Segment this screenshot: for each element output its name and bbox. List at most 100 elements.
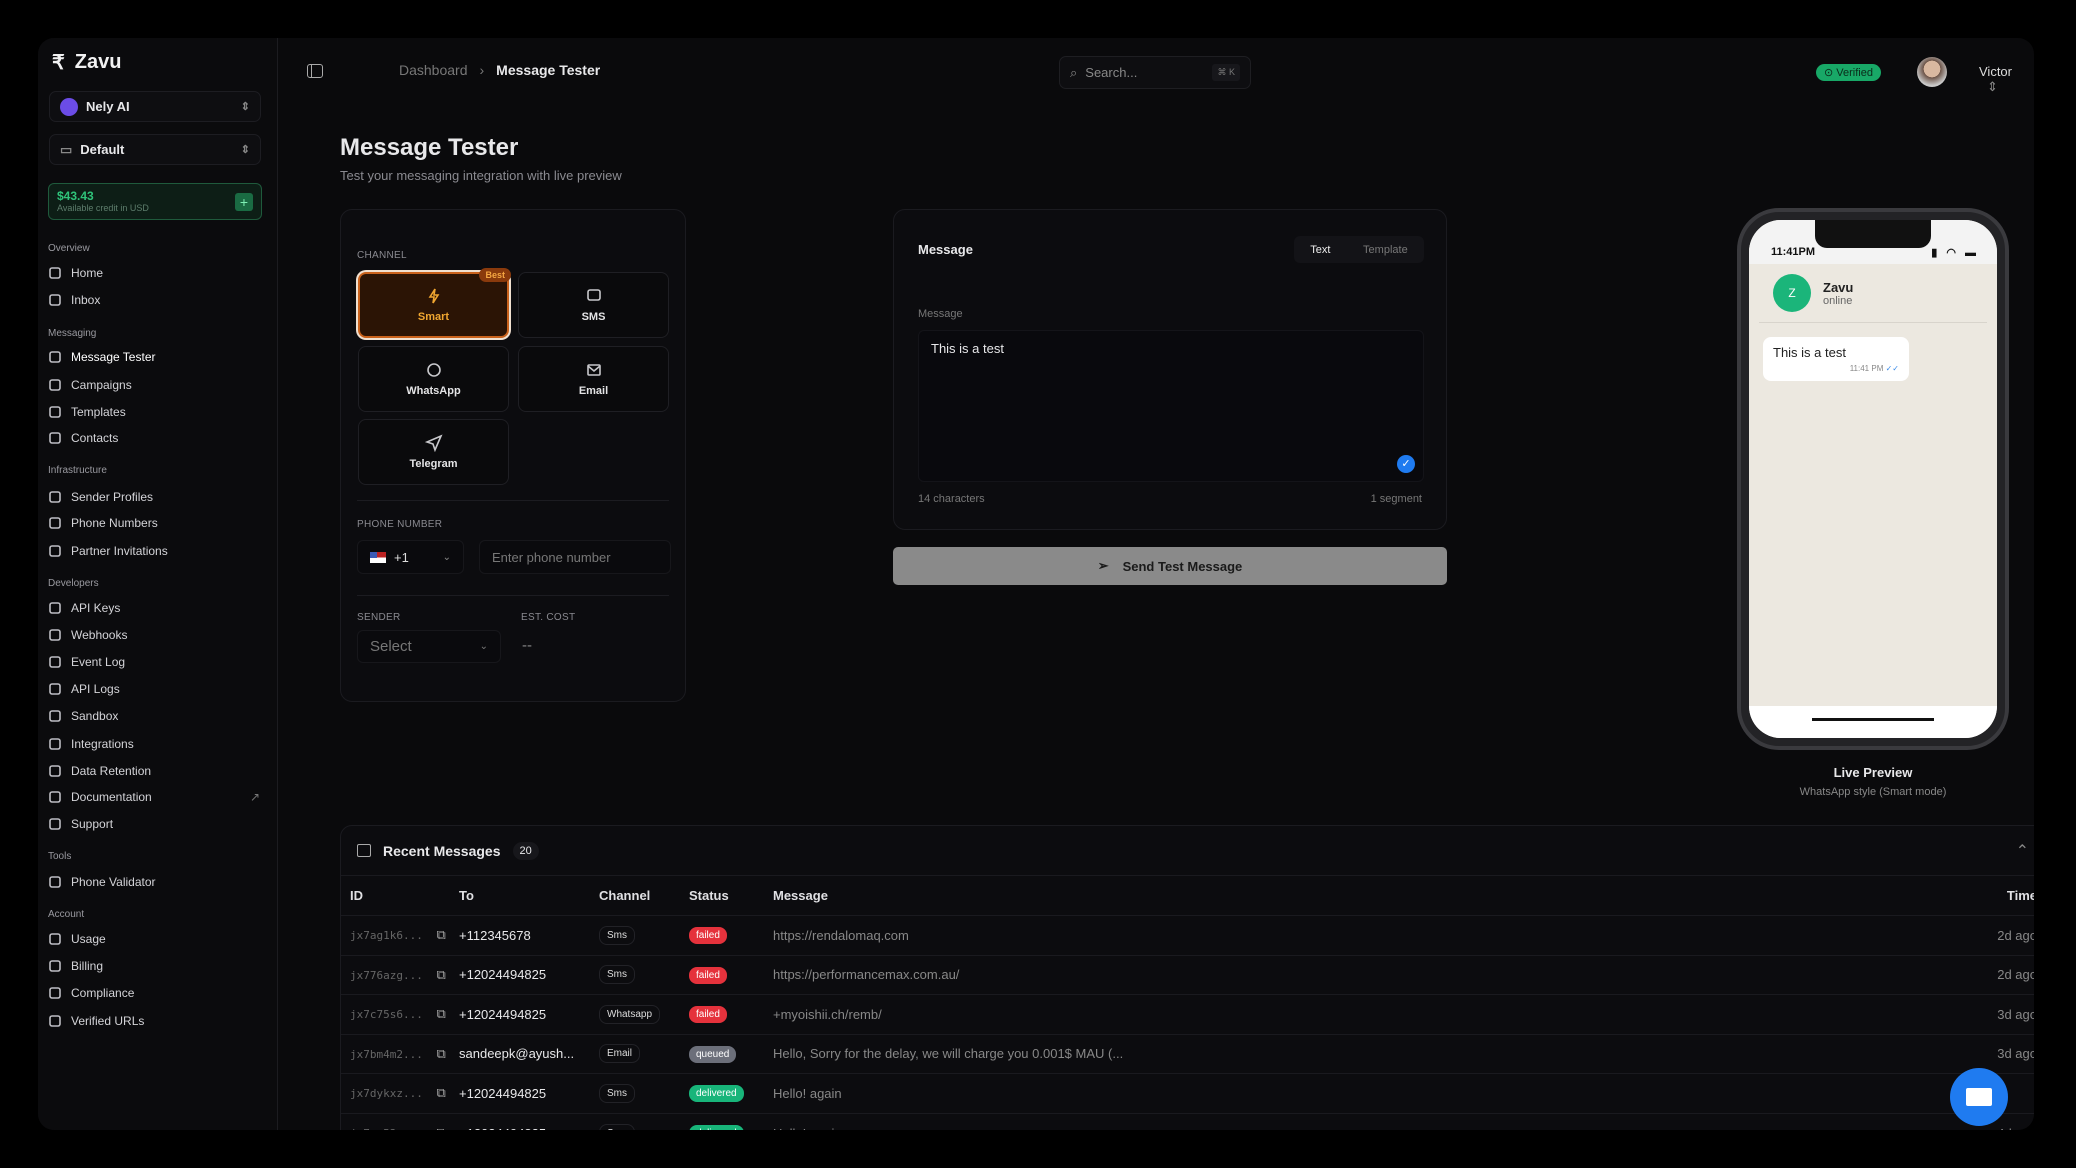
check-icon: ✓ [1397, 455, 1415, 473]
table-row[interactable]: jx7c75s6... ⧉ +12024494825 Whatsapp fail… [341, 994, 2034, 1034]
sidebar-item-data-retention[interactable]: Data Retention [48, 759, 268, 783]
column-header-message[interactable]: Message [773, 875, 1945, 916]
recipient: +12024494825 [459, 954, 599, 995]
sidebar-item-partner-invitations[interactable]: Partner Invitations [48, 539, 268, 563]
sidebar-item-label: Usage [71, 932, 106, 946]
bubble-text: This is a test [1773, 345, 1846, 360]
message-id: jx7dykxz... [350, 1087, 423, 1101]
sidebar-item-phone-numbers[interactable]: Phone Numbers [48, 511, 268, 535]
table-row[interactable]: jx7dykxz... ⧉ +12024494825 Sms delivered… [341, 1073, 2034, 1113]
channel-option-telegram[interactable]: Telegram [358, 419, 509, 485]
copy-icon[interactable]: ⧉ [436, 927, 446, 943]
mail-icon [586, 364, 601, 376]
send-test-message-button[interactable]: ➢ Send Test Message [893, 547, 1447, 585]
sidebar-item-billing[interactable]: Billing [48, 954, 268, 978]
column-header-to[interactable]: To [459, 875, 599, 916]
message-textarea[interactable]: This is a test ✓ [918, 330, 1424, 482]
breadcrumb-dashboard[interactable]: Dashboard [399, 62, 468, 78]
user-menu[interactable]: Victor ⇕ [1979, 64, 2034, 95]
column-header-channel[interactable]: Channel [599, 875, 689, 916]
chevron-up-icon[interactable]: ⌃ [2015, 842, 2029, 860]
sidebar-item-campaigns[interactable]: Campaigns [48, 373, 268, 397]
sidebar-item-contacts[interactable]: Contacts [48, 426, 268, 450]
sidebar-item-event-log[interactable]: Event Log [48, 650, 268, 674]
message-id: jx7ae53e... [350, 1127, 423, 1130]
sidebar-item-documentation[interactable]: Documentation ↗ [48, 785, 268, 809]
search-icon: ⌕ [1070, 64, 1078, 80]
sidebar-item-integrations[interactable]: Integrations [48, 732, 268, 756]
verified-badge: ⊙ Verified [1816, 64, 1881, 81]
sidebar-toggle-icon[interactable] [307, 64, 323, 78]
user-avatar[interactable] [1917, 57, 1947, 87]
copy-icon[interactable]: ⧉ [436, 1006, 446, 1022]
message-id: jx7bm4m2... [350, 1047, 423, 1061]
phone-preview: 11:41PM ▮ ◠ ▬ Z Zavu online This is a test 1… [1737, 208, 2009, 750]
recent-header[interactable]: Recent Messages 20 ⌃ [341, 826, 2034, 875]
copy-icon[interactable]: ⧉ [436, 1045, 446, 1061]
project-switcher[interactable]: ▭ Default ⇕ [49, 134, 261, 165]
sidebar-item-sender-profiles[interactable]: Sender Profiles [48, 485, 268, 509]
status-badge: queued [689, 1045, 737, 1063]
country-code-select[interactable]: +1 ⌄ [357, 540, 464, 574]
channel-label: SMS [581, 311, 606, 323]
sidebar-item-message-tester[interactable]: Message Tester [48, 345, 268, 369]
column-header-time[interactable]: Time [1945, 875, 2034, 916]
signal-wifi-battery-icon: ▮ ◠ ▬ [1931, 247, 1979, 259]
column-header-status[interactable]: Status [689, 875, 773, 916]
recent-count: 20 [512, 841, 539, 860]
sidebar-item-home[interactable]: Home [48, 261, 268, 285]
home-indicator [1812, 718, 1934, 721]
sidebar-item-phone-validator[interactable]: Phone Validator [48, 870, 268, 894]
tab-text[interactable]: Text [1310, 243, 1331, 256]
channel-badge: Whatsapp [599, 1004, 661, 1024]
channel-option-sms[interactable]: SMS [518, 272, 669, 338]
table-row[interactable]: jx776azg... ⧉ +12024494825 Sms failed ht… [341, 954, 2034, 995]
main: Dashboard › Message Tester ⌕ Search... ⌘ K ⊙… [279, 38, 2034, 1130]
search-input[interactable]: ⌕ Search... ⌘ K [1059, 56, 1251, 89]
nav-group-label: Developers [48, 578, 99, 589]
channel-option-smart[interactable]: Best Smart [358, 268, 511, 338]
phone-number-input[interactable]: Enter phone number [479, 540, 671, 574]
sidebar-item-compliance[interactable]: Compliance [48, 981, 268, 1005]
copy-icon[interactable]: ⧉ [436, 1085, 446, 1101]
column-header-id[interactable]: ID [341, 875, 459, 916]
copy-icon[interactable]: ⧉ [436, 966, 446, 982]
channel-label: Smart [417, 311, 450, 323]
sidebar-item-inbox[interactable]: Inbox [48, 288, 268, 312]
sidebar-item-support[interactable]: Support [48, 812, 268, 836]
sidebar-item-usage[interactable]: Usage [48, 927, 268, 951]
sidebar-item-sandbox[interactable]: Sandbox [48, 704, 268, 728]
sidebar-item-api-logs[interactable]: API Logs [48, 677, 268, 701]
add-credit-button[interactable]: + [235, 193, 253, 211]
message-card: Message Text Template Message This is a t… [893, 209, 1447, 530]
nav-group-label: Account [48, 909, 85, 920]
table-row[interactable]: jx7bm4m2... ⧉ sandeepk@ayush... Email qu… [341, 1033, 2034, 1074]
recipient: +12024494825 [459, 1073, 599, 1113]
channel-label: WhatsApp [406, 385, 461, 397]
sidebar-item-templates[interactable]: Templates [48, 400, 268, 424]
sidebar-item-webhooks[interactable]: Webhooks [48, 623, 268, 647]
copy-icon[interactable]: ⧉ [436, 1125, 445, 1130]
table-row[interactable]: jx7ag1k6... ⧉ +112345678 Sms failed http… [341, 915, 2034, 955]
page-title: Message Tester [340, 134, 519, 161]
tab-template[interactable]: Template [1363, 243, 1408, 256]
org-switcher[interactable]: Nely AI ⇕ [49, 91, 261, 122]
sidebar-item-label: Message Tester [71, 350, 156, 364]
phone-placeholder: Enter phone number [492, 549, 611, 565]
credit-label: Available credit in USD [57, 203, 149, 213]
logo[interactable]: ₹ Zavu [52, 50, 121, 75]
table-row[interactable]: jx7ae53e... ⧉ +12024494825 Sms delivered… [341, 1112, 2034, 1130]
send-label: Send Test Message [1122, 558, 1243, 574]
message-id: jx7ag1k6... [350, 929, 423, 943]
sidebar-item-verified-urls[interactable]: Verified URLs [48, 1009, 268, 1033]
clock-icon [49, 765, 61, 777]
chat-support-button[interactable] [1950, 1068, 2008, 1126]
message-time: 2d ago [1945, 954, 2034, 995]
sender-select[interactable]: Select ⌄ [357, 630, 501, 663]
chat-icon [1966, 1088, 1992, 1106]
inbox-icon [49, 294, 61, 306]
channel-option-email[interactable]: Email [518, 346, 669, 412]
sidebar-item-api-keys[interactable]: API Keys [48, 596, 268, 620]
message-field-label: Message [918, 308, 963, 320]
channel-option-whatsapp[interactable]: WhatsApp [358, 346, 509, 412]
